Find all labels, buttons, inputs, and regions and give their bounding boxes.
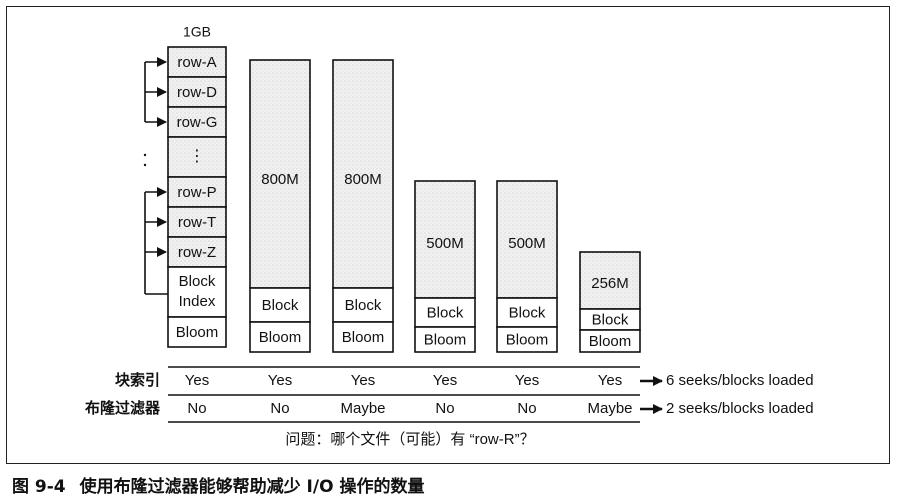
table-row-result: 2 seeks/blocks loaded xyxy=(666,400,814,417)
store-file-size-label: 500M xyxy=(426,235,464,252)
table-cell: Yes xyxy=(351,372,375,389)
connector-gap-dot xyxy=(144,164,146,166)
index-connectors xyxy=(144,62,168,294)
store-file-block-label: Block xyxy=(262,297,299,314)
index-row-row-d-label: row-D xyxy=(177,84,217,101)
table-cell: No xyxy=(517,400,536,417)
index-row-row-p-label: row-P xyxy=(177,184,216,201)
index-ellipsis: ⋮ xyxy=(189,148,205,165)
index-file-size-label: 1GB xyxy=(183,24,211,40)
caption-text: 使用布隆过滤器能够帮助减少 I/O 操作的数量 xyxy=(80,477,425,497)
store-file-block-label: Block xyxy=(427,304,464,321)
store-file-2: 800M Block Bloom xyxy=(333,60,393,352)
table-cell: Yes xyxy=(185,372,209,389)
table-cell: Yes xyxy=(598,372,622,389)
store-file-bloom-label: Bloom xyxy=(342,329,385,346)
connector-gap-dot xyxy=(144,154,146,156)
store-file-4: 500M Block Bloom xyxy=(497,181,557,352)
store-file-bloom-label: Bloom xyxy=(424,331,467,348)
store-file-block-label: Block xyxy=(592,311,629,328)
store-file-size-label: 256M xyxy=(591,275,629,292)
table-cell: No xyxy=(435,400,454,417)
store-file-size-label: 800M xyxy=(261,171,299,188)
store-file-5: 256M Block Bloom xyxy=(580,252,640,352)
store-file-block-label: Block xyxy=(345,297,382,314)
index-row-row-a-label: row-A xyxy=(177,54,216,71)
comparison-table: 块索引 Yes Yes Yes Yes Yes Yes 6 seeks/blocks load… xyxy=(85,367,814,448)
table-cell: Yes xyxy=(268,372,292,389)
table-cell: No xyxy=(270,400,289,417)
store-file-size-label: 800M xyxy=(344,171,382,188)
store-file-1: 800M Block Bloom xyxy=(250,60,310,352)
table-row-label: 块索引 xyxy=(115,371,160,389)
table-cell: Yes xyxy=(433,372,457,389)
store-file-size-label: 500M xyxy=(508,235,546,252)
table-cell: Maybe xyxy=(340,400,385,417)
index-row-row-g-label: row-G xyxy=(177,114,218,131)
table-row-result: 6 seeks/blocks loaded xyxy=(666,372,814,389)
index-block-index-label-line2: Index xyxy=(179,293,216,310)
index-row-row-t-label: row-T xyxy=(178,214,216,231)
table-row-1: 块索引 Yes Yes Yes Yes Yes Yes 6 seeks/blocks load… xyxy=(115,371,814,389)
caption-number: 图 9-4 xyxy=(12,477,66,497)
index-row-row-z-label: row-Z xyxy=(178,244,216,261)
store-file-3: 500M Block Bloom xyxy=(415,181,475,352)
table-row-2: 布隆过滤器 No No Maybe No No Maybe 2 seeks/blocks lo… xyxy=(85,399,814,417)
store-file-block-label: Block xyxy=(509,304,546,321)
store-file-bloom-label: Bloom xyxy=(506,331,549,348)
index-block-index-label-line1: Block xyxy=(179,273,216,290)
index-file: row-A row-D row-G ⋮ row-P row-T row-Z Block Inde… xyxy=(168,47,226,347)
table-cell: Maybe xyxy=(587,400,632,417)
index-bloom-label: Bloom xyxy=(176,324,219,341)
table-cell: No xyxy=(187,400,206,417)
table-cell: Yes xyxy=(515,372,539,389)
store-file-bloom-label: Bloom xyxy=(259,329,302,346)
table-row-label: 布隆过滤器 xyxy=(85,399,161,417)
figure-caption: 图 9-4 使用布隆过滤器能够帮助减少 I/O 操作的数量 xyxy=(12,472,424,497)
store-file-bloom-label: Bloom xyxy=(589,333,632,350)
question-text: 问题：哪个文件（可能）有 “row-R”？ xyxy=(285,431,534,448)
